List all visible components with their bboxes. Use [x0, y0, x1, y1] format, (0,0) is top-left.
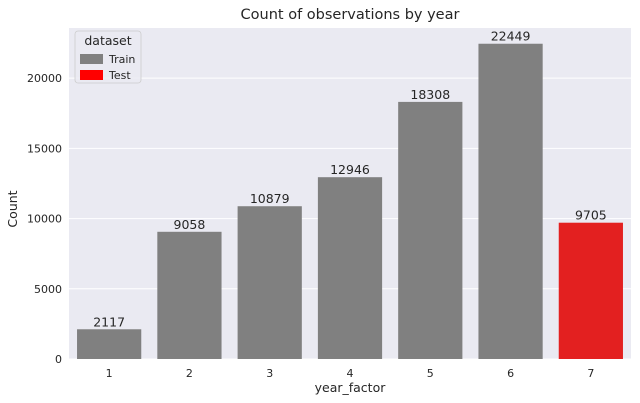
y-tick-label: 5000: [34, 283, 62, 296]
legend-label-train: Train: [108, 53, 135, 66]
y-tick-label: 10000: [27, 213, 62, 226]
x-tick-label: 5: [427, 367, 434, 380]
x-axis-ticks: 1 2 3 4 5 6 7: [106, 367, 595, 380]
bar-year-5: [398, 101, 463, 359]
x-tick-label: 7: [587, 367, 594, 380]
bar-year-1: [77, 329, 142, 359]
x-axis-label: year_factor: [315, 380, 387, 395]
x-tick-label: 1: [106, 367, 113, 380]
legend-entries: Train Test: [80, 53, 135, 82]
data-label-year-5: 18308: [410, 87, 450, 102]
y-axis-ticks: 0 5000 10000 15000 20000: [27, 72, 62, 366]
x-tick-label: 2: [186, 367, 193, 380]
y-axis-label: Count: [5, 190, 20, 227]
x-tick-label: 6: [507, 367, 514, 380]
legend: dataset Train Test: [74, 30, 142, 84]
bars: [77, 43, 623, 359]
chart-title: Count of observations by year: [241, 7, 460, 23]
data-label-year-2: 9058: [174, 217, 206, 232]
x-tick-label: 4: [347, 367, 354, 380]
legend-label-test: Test: [108, 69, 131, 82]
data-labels: 2117 9058 10879 12946 18308 22449 9705: [93, 29, 607, 330]
x-tick-label: 3: [266, 367, 273, 380]
bar-year-3: [237, 206, 302, 359]
data-label-year-6: 22449: [491, 29, 531, 44]
data-label-year-4: 12946: [330, 162, 370, 177]
bar-year-4: [317, 177, 383, 359]
legend-swatch-train: [80, 54, 103, 64]
bar-year-6: [478, 43, 543, 359]
legend-title: dataset: [84, 33, 131, 48]
y-tick-label: 20000: [27, 72, 62, 85]
bar-year-7: [558, 222, 623, 359]
y-tick-label: 15000: [27, 142, 62, 155]
data-label-year-7: 9705: [575, 208, 607, 223]
data-label-year-1: 2117: [93, 314, 125, 329]
y-tick-label: 0: [55, 353, 62, 366]
data-label-year-3: 10879: [250, 191, 290, 206]
legend-swatch-test: [80, 70, 103, 80]
bar-year-2: [157, 231, 222, 359]
